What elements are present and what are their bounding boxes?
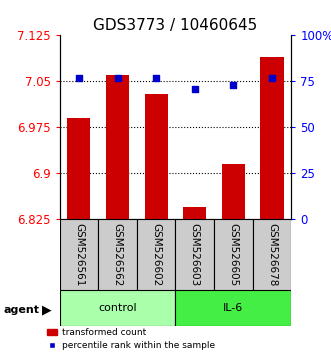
Point bbox=[192, 86, 197, 92]
Text: GSM526678: GSM526678 bbox=[267, 223, 277, 286]
Bar bbox=[222, 164, 245, 219]
FancyBboxPatch shape bbox=[214, 219, 253, 290]
Text: GSM526561: GSM526561 bbox=[74, 223, 84, 286]
Bar bbox=[106, 75, 129, 219]
FancyBboxPatch shape bbox=[175, 219, 214, 290]
Bar bbox=[183, 207, 206, 219]
Text: GSM526602: GSM526602 bbox=[151, 223, 161, 286]
Title: GDS3773 / 10460645: GDS3773 / 10460645 bbox=[93, 18, 258, 33]
Text: GSM526562: GSM526562 bbox=[113, 223, 122, 286]
Text: IL-6: IL-6 bbox=[223, 303, 244, 313]
FancyBboxPatch shape bbox=[60, 219, 98, 290]
FancyBboxPatch shape bbox=[253, 219, 291, 290]
Text: GSM526605: GSM526605 bbox=[228, 223, 238, 286]
FancyBboxPatch shape bbox=[60, 290, 175, 326]
Text: control: control bbox=[98, 303, 137, 313]
Point bbox=[115, 75, 120, 81]
FancyBboxPatch shape bbox=[98, 219, 137, 290]
Text: agent: agent bbox=[3, 305, 39, 315]
Legend: transformed count, percentile rank within the sample: transformed count, percentile rank withi… bbox=[43, 324, 219, 354]
Text: GSM526603: GSM526603 bbox=[190, 223, 200, 286]
Point bbox=[231, 82, 236, 88]
Bar bbox=[67, 118, 90, 219]
Point bbox=[76, 75, 81, 81]
Text: ▶: ▶ bbox=[41, 303, 51, 316]
FancyBboxPatch shape bbox=[137, 219, 175, 290]
FancyBboxPatch shape bbox=[175, 290, 291, 326]
Point bbox=[269, 75, 275, 81]
Bar bbox=[260, 57, 284, 219]
Point bbox=[154, 75, 159, 81]
Bar bbox=[145, 94, 168, 219]
